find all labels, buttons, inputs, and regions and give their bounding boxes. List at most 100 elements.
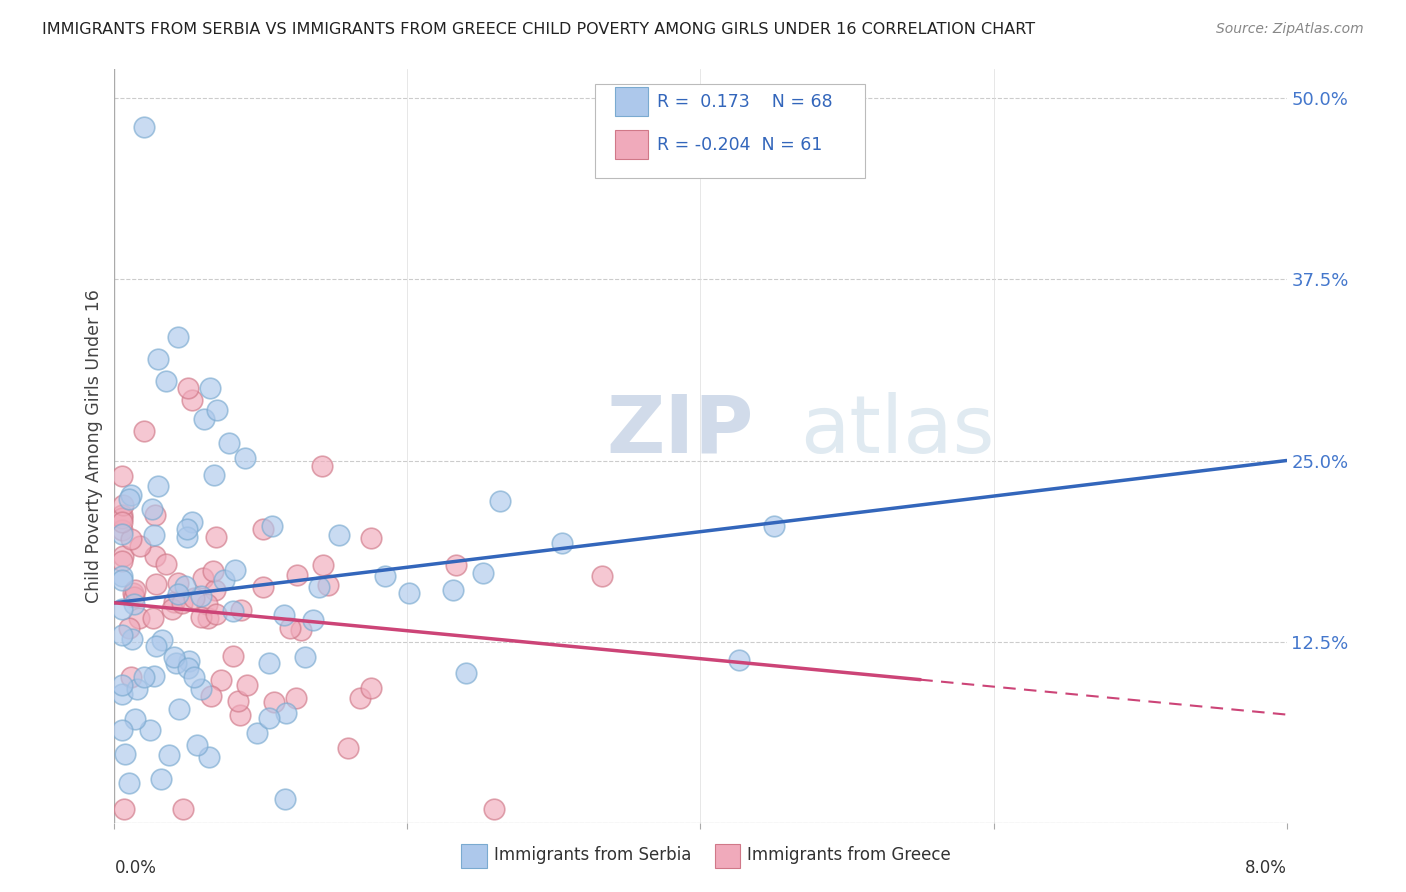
- Point: [120, 670, 142, 684]
- Point: [202, 467, 225, 482]
- Point: [181, 515, 204, 529]
- Point: [132, 425, 155, 439]
- Point: [209, 673, 232, 687]
- Point: [167, 587, 190, 601]
- Point: [139, 723, 162, 737]
- Text: R = -0.204  N = 61: R = -0.204 N = 61: [657, 136, 823, 153]
- Point: [727, 653, 749, 667]
- Point: [197, 610, 219, 624]
- Point: [162, 601, 184, 615]
- Point: [111, 687, 134, 701]
- Point: [294, 649, 316, 664]
- Point: [143, 549, 166, 563]
- Point: [122, 590, 145, 604]
- Point: [252, 522, 274, 536]
- Point: [145, 577, 167, 591]
- Point: [114, 802, 136, 816]
- Point: [337, 741, 360, 756]
- Point: [444, 558, 467, 572]
- Point: [236, 677, 259, 691]
- Point: [183, 670, 205, 684]
- Text: IMMIGRANTS FROM SERBIA VS IMMIGRANTS FROM GREECE CHILD POVERTY AMONG GIRLS UNDER: IMMIGRANTS FROM SERBIA VS IMMIGRANTS FRO…: [42, 22, 1035, 37]
- Point: [111, 527, 134, 541]
- Point: [122, 597, 145, 611]
- Text: Immigrants from Greece: Immigrants from Greece: [747, 846, 950, 863]
- Point: [143, 508, 166, 523]
- Text: 0.0%: 0.0%: [114, 859, 156, 877]
- Point: [155, 374, 177, 388]
- Point: [111, 573, 134, 587]
- Point: [114, 747, 136, 761]
- Point: [197, 750, 219, 764]
- Point: [312, 558, 335, 573]
- Point: [274, 792, 297, 806]
- Point: [228, 708, 250, 723]
- Point: [176, 530, 198, 544]
- Point: [177, 661, 200, 675]
- Text: ZIP: ZIP: [607, 392, 754, 470]
- Point: [118, 776, 141, 790]
- Point: [195, 597, 218, 611]
- Point: [218, 435, 240, 450]
- Point: [128, 610, 150, 624]
- Point: [111, 468, 134, 483]
- Point: [257, 711, 280, 725]
- Point: [124, 712, 146, 726]
- Point: [142, 611, 165, 625]
- Point: [117, 492, 139, 507]
- Point: [150, 633, 173, 648]
- Point: [157, 748, 180, 763]
- Text: atlas: atlas: [800, 392, 994, 470]
- Point: [111, 524, 134, 538]
- Point: [142, 528, 165, 542]
- Point: [111, 508, 134, 522]
- Point: [245, 726, 267, 740]
- Point: [167, 575, 190, 590]
- Point: [224, 563, 246, 577]
- Point: [121, 632, 143, 647]
- Point: [118, 621, 141, 635]
- Point: [328, 527, 350, 541]
- Y-axis label: Child Poverty Among Girls Under 16: Child Poverty Among Girls Under 16: [86, 289, 103, 603]
- Point: [186, 738, 208, 752]
- Point: [176, 381, 198, 395]
- Point: [176, 522, 198, 536]
- Point: [111, 554, 134, 568]
- Point: [148, 351, 170, 366]
- Point: [472, 566, 495, 581]
- Point: [111, 628, 134, 642]
- Point: [456, 666, 478, 681]
- Point: [173, 578, 195, 592]
- Point: [167, 702, 190, 716]
- Point: [262, 519, 284, 533]
- Point: [285, 567, 308, 582]
- Point: [146, 478, 169, 492]
- Point: [308, 580, 330, 594]
- Point: [374, 569, 396, 583]
- Point: [111, 549, 134, 563]
- Point: [190, 589, 212, 603]
- Point: [204, 583, 226, 598]
- Point: [252, 580, 274, 594]
- Point: [190, 682, 212, 697]
- Point: [132, 670, 155, 684]
- Point: [190, 610, 212, 624]
- Point: [143, 669, 166, 683]
- Point: [290, 623, 312, 637]
- Point: [162, 595, 184, 609]
- Point: [222, 603, 245, 617]
- Text: R =  0.173    N = 68: R = 0.173 N = 68: [657, 93, 832, 111]
- Point: [111, 678, 134, 692]
- Point: [311, 458, 333, 473]
- Point: [200, 690, 222, 704]
- Point: [111, 723, 134, 737]
- Point: [141, 501, 163, 516]
- Point: [172, 802, 194, 816]
- Point: [132, 120, 155, 134]
- Point: [111, 602, 134, 616]
- Point: [120, 532, 142, 546]
- Point: [155, 557, 177, 571]
- Point: [273, 607, 295, 622]
- Point: [166, 330, 188, 344]
- Point: [205, 607, 228, 622]
